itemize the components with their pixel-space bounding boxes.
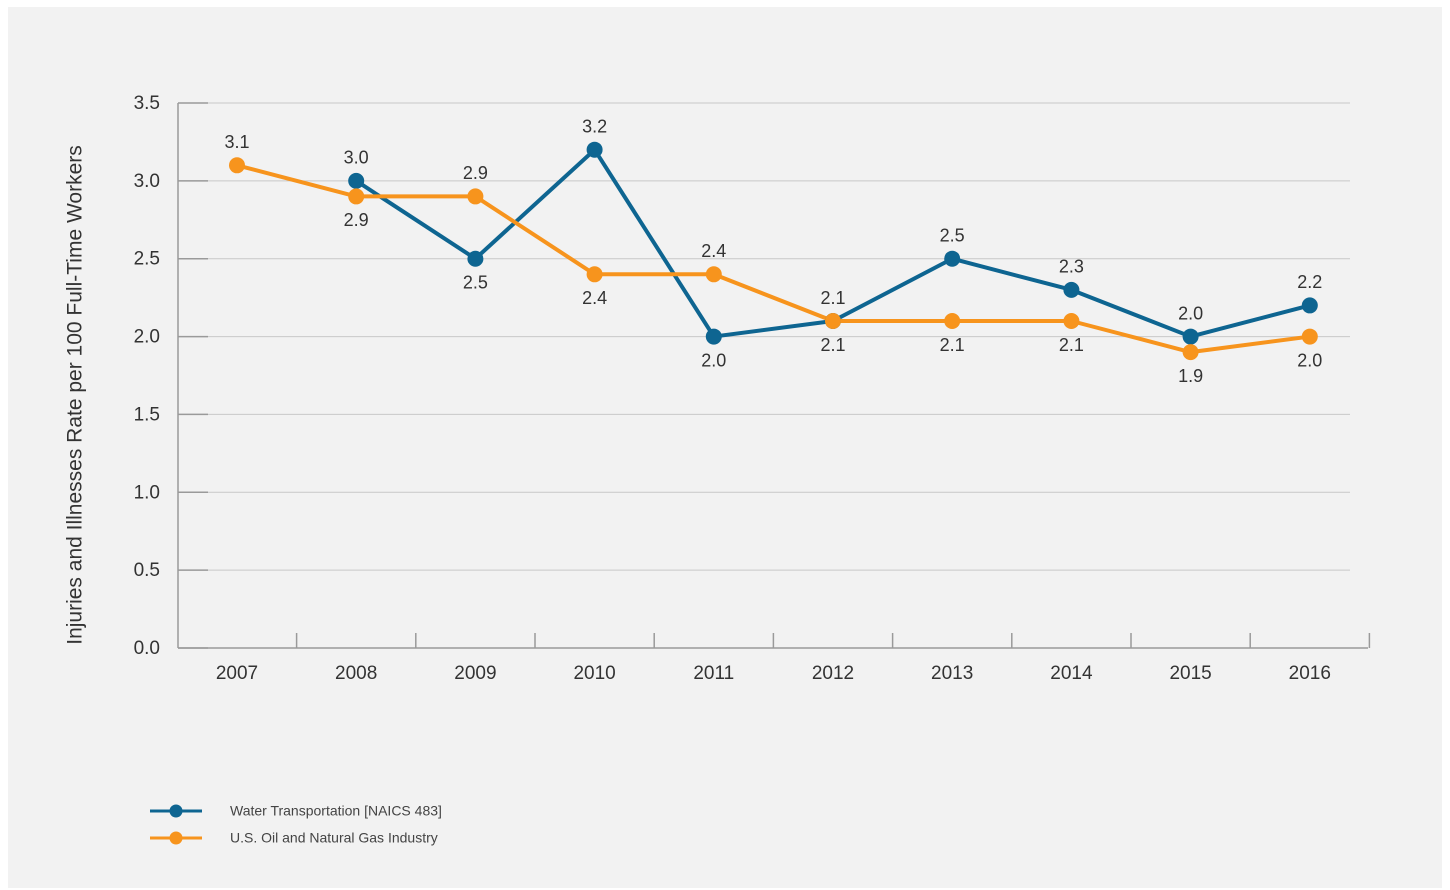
series-2-point <box>1182 344 1199 361</box>
series-2-point <box>944 313 961 329</box>
series-1-point <box>1063 281 1080 298</box>
gridlines <box>178 102 1350 571</box>
series-2-point <box>825 313 841 329</box>
data-label: 2.1 <box>1059 335 1084 355</box>
data-label: 2.0 <box>1297 350 1322 370</box>
x-tick-label: 2014 <box>1050 663 1093 684</box>
x-tick-label: 2009 <box>454 663 496 684</box>
data-label: 1.9 <box>1178 366 1203 386</box>
x-tick-label: 2011 <box>693 663 734 684</box>
data-label: 2.9 <box>463 163 488 183</box>
x-tick-label: 2012 <box>812 663 854 684</box>
x-tick-label: 2008 <box>335 663 377 684</box>
x-tick-label: 2013 <box>931 663 973 684</box>
data-label: 2.1 <box>940 335 965 355</box>
y-axis-label: Injuries and Illnesses Rate per 100 Full… <box>64 145 87 645</box>
legend-label-1: Water Transportation [NAICS 483] <box>230 803 442 819</box>
y-tick-label: 0.0 <box>134 638 160 659</box>
series-1-point <box>586 141 603 158</box>
data-label: 2.4 <box>701 241 726 261</box>
line-chart: 0.0 0.5 1.0 1.5 2.0 2.5 3.0 3.5 2007 2008 2009 2010… <box>64 93 1371 846</box>
y-tick-label: 3.5 <box>134 93 160 114</box>
data-label: 3.1 <box>224 132 249 152</box>
x-tick-label: 2016 <box>1289 663 1331 684</box>
x-tick-label: 2015 <box>1169 663 1211 684</box>
legend-marker-2 <box>169 831 183 845</box>
data-labels: 3.0 2.5 3.2 2.0 2.1 2.5 2.3 2.0 2.2 3.1 2.9 2.9 2.4 2… <box>224 116 1322 385</box>
data-label: 2.0 <box>701 350 726 370</box>
legend: Water Transportation [NAICS 483] U.S. Oil… <box>150 803 442 846</box>
series-1-point <box>1182 328 1199 345</box>
x-tick-label: 2007 <box>216 663 258 684</box>
series-1-point <box>1301 297 1318 314</box>
series-2-point <box>1063 313 1080 329</box>
data-label: 2.1 <box>820 335 845 355</box>
data-label: 2.0 <box>1178 303 1203 323</box>
series-1-point <box>944 250 961 267</box>
data-label: 3.0 <box>344 148 369 168</box>
legend-label-2: U.S. Oil and Natural Gas Industry <box>230 830 438 846</box>
data-label: 2.5 <box>940 225 965 245</box>
y-tick-label: 2.0 <box>134 327 160 348</box>
series-2-point <box>467 188 484 205</box>
series-2-point <box>348 188 365 205</box>
series-2-point <box>1301 328 1318 345</box>
series-1-point <box>705 328 722 345</box>
series-1-point <box>467 250 484 267</box>
series-2-point <box>705 266 722 283</box>
y-tick-label: 0.5 <box>134 560 160 581</box>
series-line-2 <box>236 163 1311 355</box>
series-layer <box>229 141 1318 361</box>
y-tick-label: 2.5 <box>134 249 160 270</box>
axes: 0.0 0.5 1.0 1.5 2.0 2.5 3.0 3.5 2007 2008 2009 2010… <box>134 93 1371 684</box>
y-tick-label: 1.5 <box>134 404 160 425</box>
data-label: 2.3 <box>1059 257 1084 277</box>
series-line-1 <box>355 147 1311 339</box>
legend-marker-1 <box>169 804 183 818</box>
data-label: 2.4 <box>582 288 607 308</box>
chart-panel: 0.0 0.5 1.0 1.5 2.0 2.5 3.0 3.5 2007 2008 2009 2010… <box>8 7 1442 888</box>
data-label: 2.9 <box>344 210 369 230</box>
data-label: 2.5 <box>463 272 488 292</box>
series-2-point <box>229 157 245 174</box>
series-2-point <box>586 266 603 283</box>
data-label: 2.2 <box>1297 272 1322 292</box>
y-tick-label: 1.0 <box>134 482 160 503</box>
data-label: 3.2 <box>582 116 607 136</box>
x-tick-label: 2010 <box>573 663 615 684</box>
y-tick-label: 3.0 <box>134 171 160 192</box>
series-1-point <box>348 172 365 189</box>
data-label: 2.1 <box>820 288 845 308</box>
